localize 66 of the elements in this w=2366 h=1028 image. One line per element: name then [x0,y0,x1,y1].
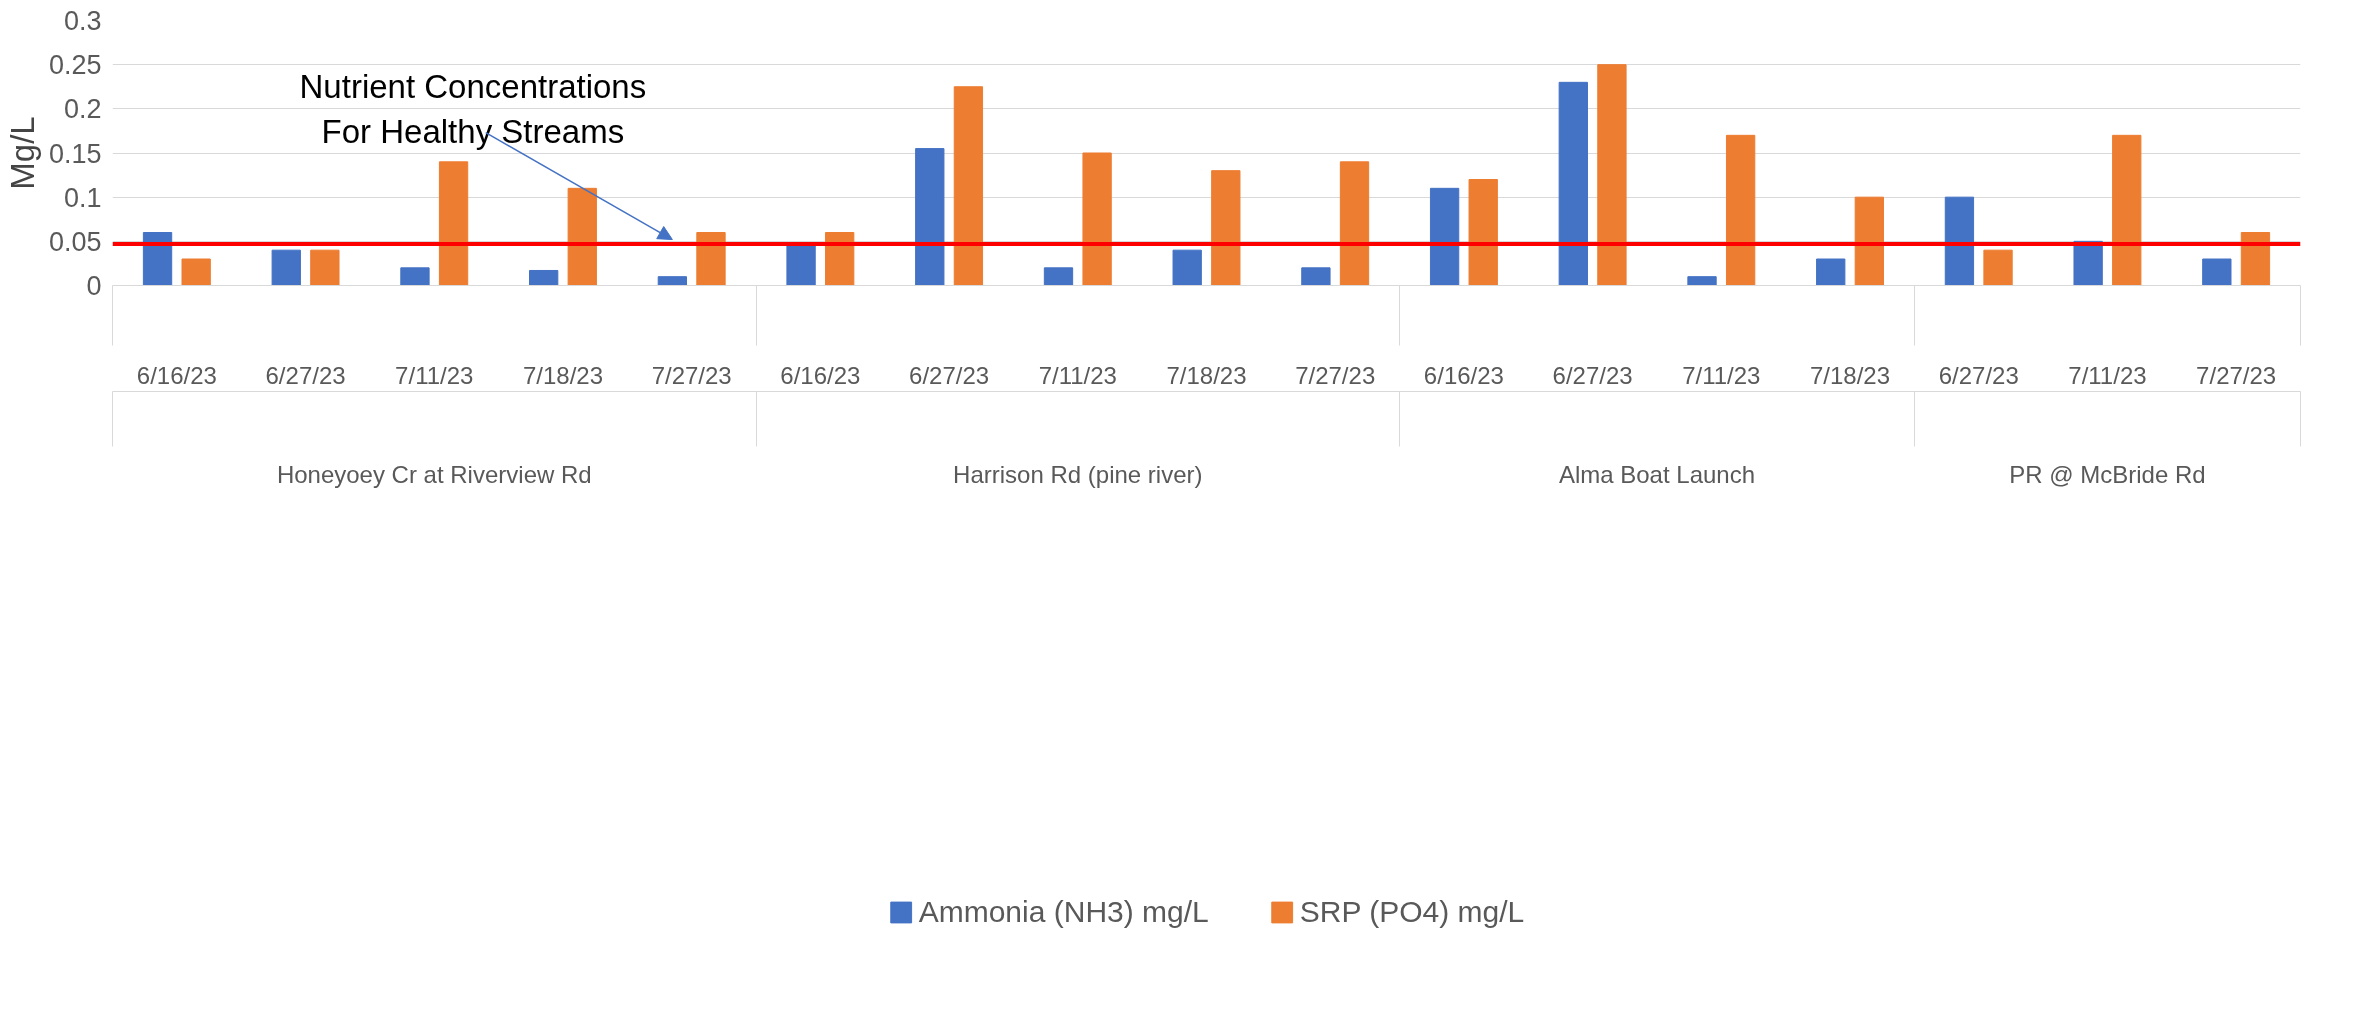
bar [2112,134,2142,286]
x-tick-label: 6/27/23 [1938,361,2019,389]
text: Harrison Rd (pine river) [953,460,1203,488]
y-tick-label: 0 [86,271,102,301]
y-tick-label: 0.15 [48,138,102,169]
x-tick-label: 6/16/23 [136,361,217,389]
y-axis-title: Mg/L [3,116,41,190]
ref-line-label: Nutrient Concentrations For Healthy Streams [299,68,647,150]
x-tick-label: 6/27/23 [909,361,990,389]
y-tick-label: 0.2 [63,94,102,125]
bar [2073,240,2103,286]
bar [1082,152,1112,286]
bar [696,232,726,286]
bar [953,86,984,286]
bar [1944,196,1975,286]
bar [1429,187,1460,286]
bar [786,245,816,286]
bar [1468,179,1498,286]
bar [438,161,469,286]
y-tick-label: 0.05 [48,226,102,257]
x-tick-label: 7/18/23 [1809,361,1891,389]
bar [1816,258,1846,286]
bar [2202,258,2232,286]
x-tick-label: 6/27/23 [265,361,346,389]
y-tick-label: 0.3 [63,6,102,36]
bar [400,267,430,286]
bar [1301,267,1331,286]
bar [1725,134,1756,286]
bar [310,249,340,286]
bar [825,232,855,286]
bar [142,232,173,286]
x-tick-label: 7/11/23 [1682,361,1761,389]
x-tick-label: 7/18/23 [522,361,604,389]
bar [567,187,597,286]
bar [1854,196,1884,286]
bar [1172,249,1202,286]
bar [1597,64,1627,286]
bar [271,249,301,286]
text: PR @ McBride Rd [2009,460,2206,488]
x-tick-label: 6/16/23 [780,361,861,389]
bar [1211,170,1241,286]
bar [657,276,688,286]
bar [1558,81,1588,286]
bar [1339,161,1370,286]
x-tick-label: 7/11/23 [1038,361,1117,389]
legend-label: Ammonia (NH3) mg/L [918,895,1209,929]
bar [529,269,559,286]
x-tick-label: 7/27/23 [2196,361,2277,389]
bar [2240,232,2271,286]
x-tick-label: 7/27/23 [1295,361,1376,389]
bar [1983,249,2013,286]
x-tick-label: 6/16/23 [1423,361,1504,389]
bar [1687,276,1717,286]
legend-label: SRP (PO4) mg/L [1299,895,1525,929]
x-tick-label: 7/18/23 [1166,361,1247,389]
bar [915,148,945,286]
x-tick-label: 7/11/23 [2068,361,2147,389]
bar [1043,267,1074,286]
text: Alma Boat Launch [1558,460,1756,488]
x-tick-label: 6/27/23 [1552,361,1633,389]
y-tick-label: 0.25 [48,50,102,81]
x-tick-label: 7/11/23 [395,361,474,389]
x-tick-label: 7/27/23 [651,361,732,389]
y-tick-label: 0.1 [63,182,102,213]
bar [181,258,211,286]
text: Honeyoey Cr at Riverview Rd [276,460,592,488]
